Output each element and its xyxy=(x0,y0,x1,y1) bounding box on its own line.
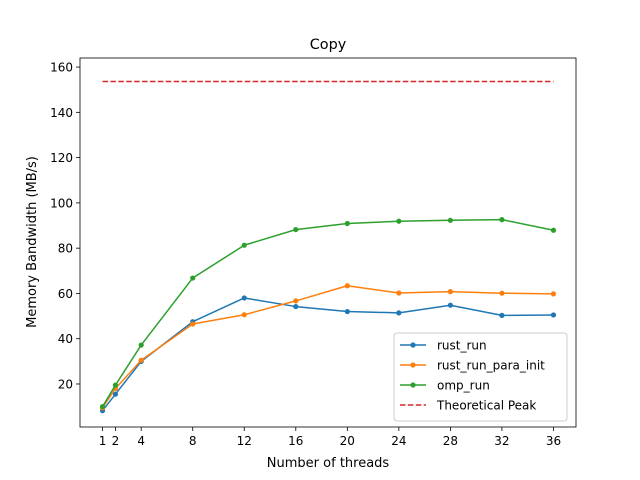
y-tick-label: 140 xyxy=(50,106,73,120)
legend-item: rust_run_para_init xyxy=(400,359,545,373)
legend-box xyxy=(393,332,568,422)
x-tick-label: 16 xyxy=(288,434,303,448)
x-tick-label: 12 xyxy=(237,434,252,448)
data-point xyxy=(396,218,402,224)
x-tick-label: 1 xyxy=(99,434,107,448)
legend-label: omp_run xyxy=(437,379,490,393)
x-tick-label: 32 xyxy=(494,434,509,448)
data-point xyxy=(241,312,247,318)
x-axis-label: Number of threads xyxy=(267,456,390,471)
y-tick-label: 60 xyxy=(58,287,73,301)
legend-marker xyxy=(410,382,416,388)
data-point xyxy=(447,302,453,308)
legend-item: Theoretical Peak xyxy=(400,399,536,413)
plot-frame xyxy=(79,57,577,428)
data-point xyxy=(241,242,247,248)
x-tick-label: 8 xyxy=(189,434,197,448)
data-point xyxy=(396,290,402,296)
data-point xyxy=(499,290,505,296)
data-point xyxy=(344,308,350,315)
data-point xyxy=(344,283,350,289)
series-2 xyxy=(99,217,557,410)
legend-item: rust_run xyxy=(400,339,487,353)
legend: rust_run rust_run_para_init omp_run Theoret… xyxy=(393,332,568,422)
chart-title: Copy xyxy=(310,37,347,53)
y-tick-label: 20 xyxy=(58,377,73,391)
legend-label: Theoretical Peak xyxy=(436,399,536,413)
y-tick-label: 120 xyxy=(50,151,73,165)
legend-label: rust_run xyxy=(437,339,487,353)
y-tick-label: 100 xyxy=(50,196,73,210)
x-tick-label: 2 xyxy=(112,434,120,448)
series-0 xyxy=(99,295,557,414)
data-point xyxy=(241,295,247,301)
data-point xyxy=(138,357,144,363)
x-tick-label: 36 xyxy=(546,434,561,448)
data-point xyxy=(499,217,505,223)
data-point xyxy=(550,227,557,233)
data-point xyxy=(112,391,119,397)
data-point xyxy=(499,312,505,318)
data-point xyxy=(99,404,106,410)
data-point xyxy=(293,298,299,304)
legend-marker xyxy=(410,342,416,348)
y-axis-label: Memory Bandwidth (MB/s) xyxy=(25,156,40,328)
legend-marker xyxy=(410,362,416,368)
data-point xyxy=(190,275,196,281)
series-1 xyxy=(99,283,557,411)
y-tick-label: 160 xyxy=(50,61,73,75)
data-point xyxy=(396,310,402,316)
data-point xyxy=(138,342,144,348)
data-point xyxy=(293,303,299,310)
data-point xyxy=(550,291,557,297)
data-point xyxy=(293,226,299,233)
series-layer xyxy=(99,80,557,414)
x-tick-label: 24 xyxy=(391,434,406,448)
y-tick-label: 80 xyxy=(58,242,73,256)
data-point xyxy=(344,220,350,227)
x-tick-label: 20 xyxy=(340,434,355,448)
legend-label: rust_run_para_init xyxy=(437,359,545,373)
y-tick-label: 40 xyxy=(58,332,73,346)
legend-item: omp_run xyxy=(400,379,490,393)
data-point xyxy=(550,312,557,318)
data-point xyxy=(447,217,453,223)
data-point xyxy=(112,382,119,388)
x-tick-label: 4 xyxy=(137,434,145,448)
data-point xyxy=(190,321,196,327)
data-point xyxy=(447,289,453,295)
x-tick-label: 28 xyxy=(443,434,458,448)
